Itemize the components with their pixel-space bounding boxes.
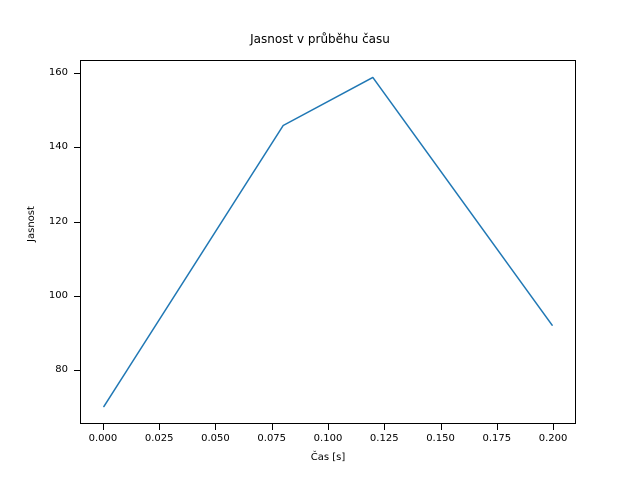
- y-tick-label: 140: [48, 141, 68, 153]
- x-tick-label: 0.125: [369, 433, 399, 444]
- y-tick-label: 160: [48, 66, 68, 78]
- y-tick-mark: [74, 370, 80, 371]
- plot-axes: [80, 60, 576, 424]
- x-tick-mark: [272, 424, 273, 430]
- x-tick-mark: [159, 424, 160, 430]
- x-tick-mark: [497, 424, 498, 430]
- x-axis-label: Čas [s]: [310, 452, 346, 463]
- y-tick-label: 120: [48, 215, 68, 227]
- y-axis-label: Jasnost: [26, 206, 37, 242]
- y-tick-mark: [74, 296, 80, 297]
- y-tick-label: 100: [48, 289, 68, 301]
- x-tick-mark: [328, 424, 329, 430]
- x-tick-label: 0.175: [482, 433, 512, 444]
- data-line-plot: [103, 76, 553, 408]
- y-tick-label: 80: [55, 364, 68, 376]
- x-tick-label: 0.000: [88, 433, 118, 444]
- x-tick-label: 0.200: [538, 433, 568, 444]
- x-tick-mark: [103, 424, 104, 430]
- x-tick-label: 0.150: [426, 433, 455, 444]
- x-tick-mark: [441, 424, 442, 430]
- x-tick-label: 0.050: [201, 433, 230, 444]
- x-tick-label: 0.025: [144, 433, 174, 444]
- x-tick-mark: [215, 424, 216, 430]
- x-tick-mark: [384, 424, 385, 430]
- chart-title: Jasnost v průběhu času: [250, 32, 390, 46]
- x-tick-label: 0.075: [257, 433, 287, 444]
- x-tick-label: 0.100: [313, 433, 343, 444]
- y-tick-mark: [74, 222, 80, 223]
- series-line-jasnost: [103, 76, 553, 408]
- y-tick-mark: [74, 73, 80, 74]
- x-tick-mark: [553, 424, 554, 430]
- y-tick-mark: [74, 147, 80, 148]
